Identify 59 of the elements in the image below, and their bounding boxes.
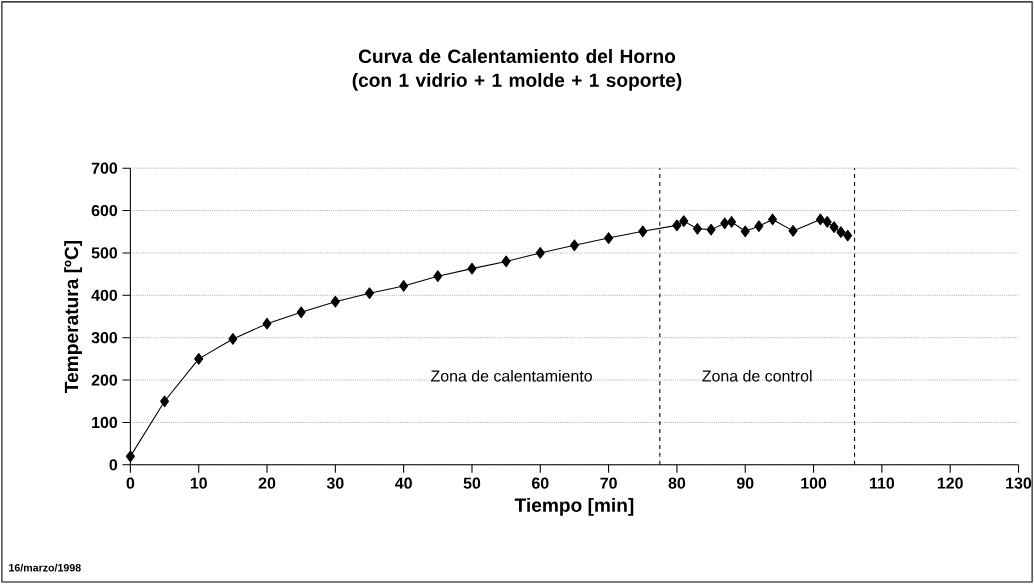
point xyxy=(740,225,750,238)
x-tick-label: 130 xyxy=(1006,477,1032,489)
x-tick-label: 80 xyxy=(668,477,686,489)
point xyxy=(535,247,545,259)
point xyxy=(604,232,614,244)
text: 16/marzo/1998 xyxy=(9,563,81,572)
point xyxy=(822,216,832,228)
point xyxy=(433,270,443,283)
y-tick-label: 700 xyxy=(91,162,118,174)
point xyxy=(569,239,579,252)
point xyxy=(296,306,306,319)
point xyxy=(638,225,648,238)
y-tick-label: 300 xyxy=(91,332,118,344)
x-tick-label: 40 xyxy=(395,477,412,489)
x-tick-label: 70 xyxy=(600,477,617,489)
x-tick-label: 100 xyxy=(801,477,827,489)
point xyxy=(679,215,689,228)
point xyxy=(194,353,204,365)
x-tick-label: 10 xyxy=(190,477,207,489)
point xyxy=(262,317,272,330)
y-axis-title: Temperatura [ºC] xyxy=(64,241,83,393)
point xyxy=(843,229,853,242)
y-tick-label: 100 xyxy=(92,416,118,429)
point xyxy=(692,222,702,235)
point xyxy=(125,450,135,463)
point xyxy=(768,213,778,226)
x-tick-label: 110 xyxy=(870,477,895,489)
point xyxy=(727,216,737,228)
point xyxy=(836,226,846,239)
x-tick-label: 0 xyxy=(126,477,135,489)
point xyxy=(720,217,730,230)
annotation: Zona de control xyxy=(702,370,812,382)
point xyxy=(467,262,477,275)
point xyxy=(829,221,839,233)
y-tick-label: 400 xyxy=(91,289,118,301)
y-tick-label: 0 xyxy=(109,459,118,471)
point xyxy=(815,213,825,226)
x-tick-label: 120 xyxy=(937,477,963,489)
point xyxy=(228,333,238,345)
x-tick-label: 60 xyxy=(532,477,549,489)
x-tick-label: 50 xyxy=(463,477,481,489)
y-tick-label: 600 xyxy=(91,204,118,217)
point xyxy=(788,225,798,237)
point xyxy=(501,255,511,268)
point xyxy=(754,220,764,233)
y-tick-label: 500 xyxy=(91,247,118,259)
point xyxy=(672,219,682,232)
x-tick-label: 20 xyxy=(258,477,276,489)
point xyxy=(364,287,375,300)
point xyxy=(706,223,716,236)
x-tick-label: 90 xyxy=(736,477,754,489)
chart-title: Curva de Calentamiento del Horno (con 1 vidrio + 1 molde + 1 soporte) xyxy=(352,49,682,91)
x-axis-title: Tiempo [min] xyxy=(514,497,634,516)
point xyxy=(399,280,409,292)
x-tick-label: 30 xyxy=(326,477,344,489)
annotation: Zona de calentamiento xyxy=(431,370,592,382)
point xyxy=(160,395,170,408)
y-tick-label: 200 xyxy=(91,374,118,386)
point xyxy=(330,295,340,308)
